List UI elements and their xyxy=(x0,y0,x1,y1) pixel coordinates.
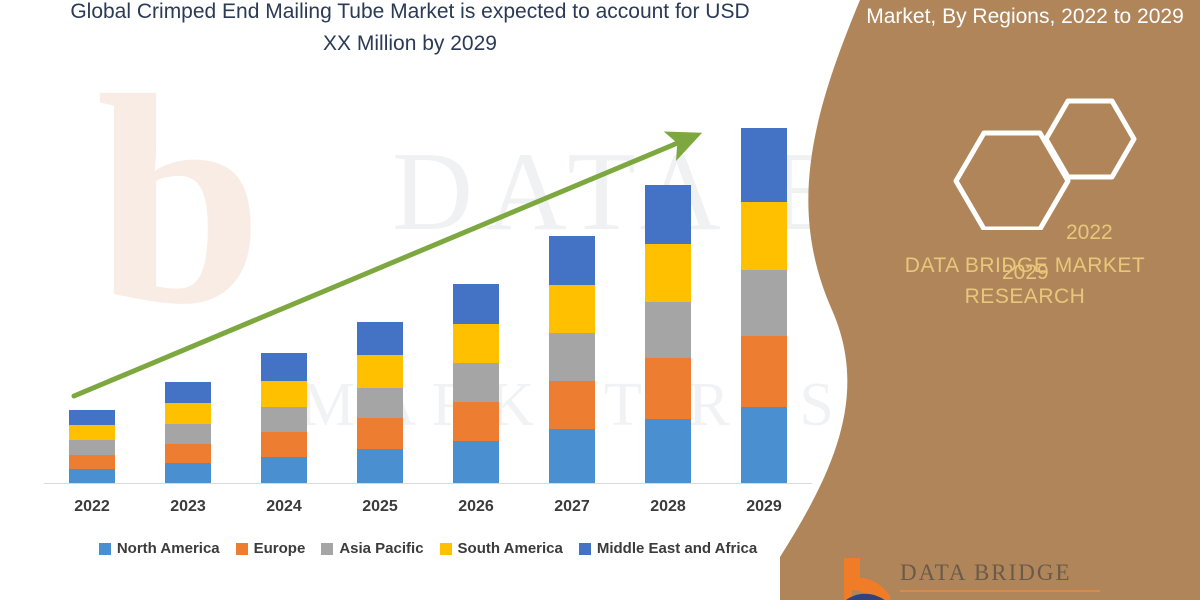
bar-segment-north-america xyxy=(645,418,691,483)
bar-segment-middle-east-and-africa xyxy=(549,235,595,286)
legend-item-middle-east-and-africa[interactable]: Middle East and Africa xyxy=(578,540,758,557)
bar-segment-south-america xyxy=(357,355,403,388)
bar-segment-north-america xyxy=(357,448,403,483)
data-bridge-logo: DATA BRIDGE xyxy=(838,556,1168,600)
x-axis-label-2025: 2025 xyxy=(362,498,398,515)
panel-content: Global Crimped End Mailing Tube Market, … xyxy=(850,0,1200,600)
bar-column xyxy=(645,184,691,483)
x-axis-label-2028: 2028 xyxy=(650,498,686,515)
bar-column xyxy=(261,353,307,483)
legend-swatch-icon xyxy=(235,542,248,555)
bar-segment-middle-east-and-africa xyxy=(741,128,787,202)
legend-label: Middle East and Africa xyxy=(596,540,758,557)
x-axis-line xyxy=(44,483,812,484)
bar-segment-middle-east-and-africa xyxy=(165,381,211,403)
bar-segment-asia-pacific xyxy=(741,270,787,337)
legend-swatch-icon xyxy=(439,542,452,555)
bar-column xyxy=(453,284,499,483)
bar-segment-north-america xyxy=(453,440,499,483)
bar-segment-north-america xyxy=(165,462,211,483)
bar-group-2022[interactable] xyxy=(47,409,137,483)
brand-name: DATA BRIDGE MARKET RESEARCH xyxy=(904,254,1146,308)
bridge-mark-icon xyxy=(844,558,890,600)
bar-segment-europe xyxy=(453,401,499,441)
bar-segment-europe xyxy=(165,443,211,463)
x-axis-label-2023: 2023 xyxy=(170,498,206,515)
bar-group-2027[interactable] xyxy=(527,235,617,483)
chart-title: Global Crimped End Mailing Tube Market i… xyxy=(70,0,750,55)
legend-label: North America xyxy=(116,540,220,557)
bar-segment-south-america xyxy=(69,424,115,440)
bar-segment-europe xyxy=(645,358,691,419)
bar-segment-asia-pacific xyxy=(645,302,691,359)
hexagon-group: 2022 2029 xyxy=(900,95,1200,284)
bar-segment-middle-east-and-africa xyxy=(453,284,499,325)
x-axis-label-2024: 2024 xyxy=(266,498,302,515)
bar-segment-south-america xyxy=(261,380,307,407)
legend-item-asia-pacific[interactable]: Asia Pacific xyxy=(321,540,424,557)
x-axis-label-2022: 2022 xyxy=(74,498,110,515)
bar-group-2029[interactable] xyxy=(719,128,809,483)
x-axis-labels: 2022 2023 2024 2025 2026 2027 2028 2029 xyxy=(44,498,812,524)
bar-segment-south-america xyxy=(453,324,499,364)
bar-segment-asia-pacific xyxy=(261,406,307,432)
bar-group-2023[interactable] xyxy=(143,381,233,483)
bar-segment-europe xyxy=(741,336,787,407)
legend-label: Asia Pacific xyxy=(339,540,424,557)
stacked-bar-series xyxy=(44,100,812,483)
legend-label: South America xyxy=(457,540,563,557)
bar-segment-south-america xyxy=(549,285,595,334)
bar-segment-north-america xyxy=(261,456,307,483)
bar-segment-asia-pacific xyxy=(453,363,499,402)
legend-swatch-icon xyxy=(98,542,111,555)
bar-segment-south-america xyxy=(645,243,691,303)
bar-column xyxy=(165,381,211,483)
x-axis-label-2026: 2026 xyxy=(458,498,494,515)
legend-item-europe[interactable]: Europe xyxy=(235,540,306,557)
bar-column xyxy=(549,235,595,483)
bar-segment-middle-east-and-africa xyxy=(261,353,307,381)
bar-segment-asia-pacific xyxy=(357,387,403,418)
legend-swatch-icon xyxy=(321,542,334,555)
bar-segment-europe xyxy=(261,431,307,457)
bar-group-2024[interactable] xyxy=(239,353,329,483)
bar-segment-middle-east-and-africa xyxy=(645,184,691,244)
hexagon-label-2029: 2029 xyxy=(1002,261,1049,284)
logo-text: DATA BRIDGE xyxy=(900,560,1072,585)
hexagon-label-2022: 2022 xyxy=(1066,221,1113,244)
bar-segment-north-america xyxy=(741,406,787,483)
bar-column xyxy=(69,409,115,483)
bar-group-2028[interactable] xyxy=(623,184,713,483)
bar-segment-north-america xyxy=(69,468,115,483)
bar-segment-middle-east-and-africa xyxy=(69,409,115,425)
bar-segment-europe xyxy=(357,417,403,449)
x-axis-label-2029: 2029 xyxy=(746,498,782,515)
bar-column xyxy=(741,128,787,483)
bar-group-2026[interactable] xyxy=(431,284,521,483)
hexagon-outlines-icon xyxy=(953,98,1137,232)
legend-item-south-america[interactable]: South America xyxy=(439,540,563,557)
legend-item-north-america[interactable]: North America xyxy=(98,540,220,557)
logo-underline xyxy=(900,590,1100,592)
bar-segment-south-america xyxy=(165,402,211,424)
bar-segment-middle-east-and-africa xyxy=(357,322,403,356)
bar-segment-asia-pacific xyxy=(165,423,211,444)
right-brand-panel xyxy=(780,0,1200,600)
bar-column xyxy=(357,322,403,483)
chart-legend: North America Europe Asia Pacific South Ame… xyxy=(44,540,812,557)
bar-segment-north-america xyxy=(549,428,595,483)
legend-swatch-icon xyxy=(578,542,591,555)
bar-group-2025[interactable] xyxy=(335,322,425,483)
bar-segment-asia-pacific xyxy=(549,333,595,381)
panel-title: Global Crimped End Mailing Tube Market, … xyxy=(866,5,1184,28)
bar-segment-south-america xyxy=(741,201,787,271)
bar-segment-europe xyxy=(549,380,595,429)
x-axis-label-2027: 2027 xyxy=(554,498,590,515)
bar-segment-europe xyxy=(69,454,115,469)
legend-label: Europe xyxy=(253,540,306,557)
bar-segment-asia-pacific xyxy=(69,439,115,455)
